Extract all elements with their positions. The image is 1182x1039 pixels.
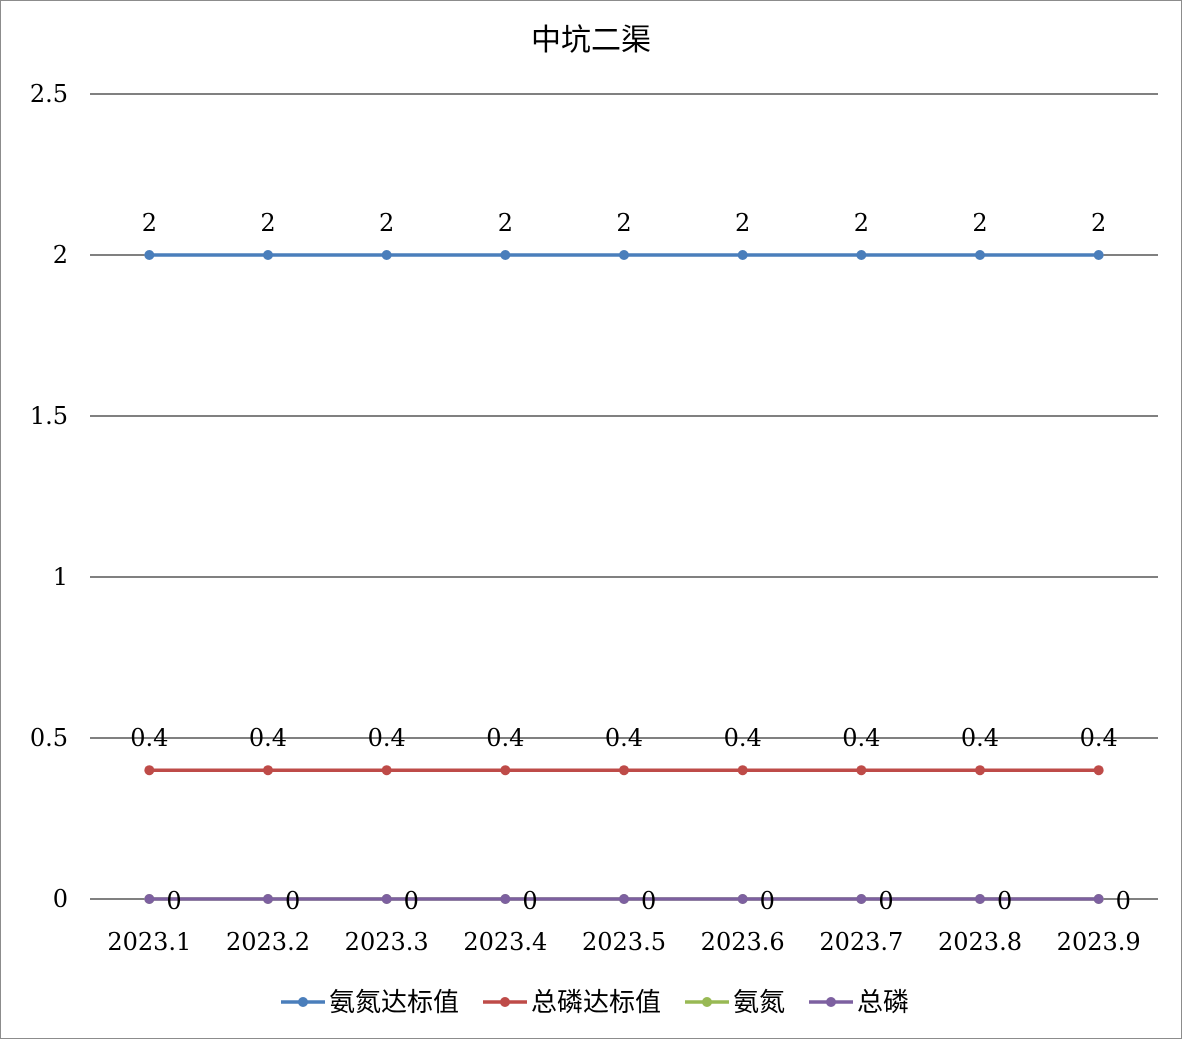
x-axis-ticks: 2023.1 2023.2 2023.3 2023.4 2023.5 2023.6 2023… (107, 928, 1140, 956)
data-point (975, 894, 985, 904)
x-tick-label: 2023.4 (463, 928, 547, 956)
data-label: 0 (1116, 887, 1131, 915)
chart-title: 中坑二渠 (531, 23, 651, 58)
data-label: 0 (878, 887, 893, 915)
y-tick-label: 0.5 (30, 724, 68, 752)
data-label: 2 (498, 209, 513, 237)
data-point (619, 250, 629, 260)
data-label: 2 (379, 209, 394, 237)
data-label: 2 (260, 209, 275, 237)
data-point (856, 894, 867, 904)
data-label: 2 (854, 209, 869, 237)
data-label: 0 (760, 887, 775, 915)
data-point (381, 250, 392, 260)
data-label: 2 (1091, 209, 1106, 237)
x-tick-label: 2023.5 (582, 928, 666, 956)
data-point (737, 250, 748, 260)
data-label: 2 (972, 209, 987, 237)
data-label: 0 (166, 887, 181, 915)
data-point (619, 894, 629, 904)
data-point (144, 765, 155, 776)
data-point (144, 894, 155, 904)
y-tick-label: 2.5 (30, 80, 68, 108)
data-point (500, 765, 511, 776)
data-point (856, 765, 867, 776)
x-tick-label: 2023.2 (226, 928, 310, 956)
legend-item-2: 氨氮 (685, 988, 785, 1018)
data-point (263, 894, 273, 904)
data-point (975, 765, 985, 776)
data-label: 2 (616, 209, 631, 237)
legend: 氨氮达标值 总磷达标值 氨氮 总磷 (281, 988, 909, 1018)
legend-label: 氨氮达标值 (329, 988, 459, 1018)
data-point (737, 894, 748, 904)
data-label: 0.4 (1080, 724, 1118, 752)
x-tick-label: 2023.1 (107, 928, 191, 956)
data-label: 0 (285, 887, 300, 915)
series-1 (144, 765, 1104, 776)
data-point (975, 250, 985, 260)
legend-label: 总磷达标值 (531, 988, 661, 1018)
data-label: 2 (142, 209, 157, 237)
data-label: 0.4 (605, 724, 643, 752)
data-label: 0 (404, 887, 419, 915)
data-label: 0.4 (249, 724, 287, 752)
legend-item-3: 总磷 (809, 988, 909, 1018)
y-tick-label: 1.5 (30, 402, 68, 430)
data-labels: 2 2 2 2 2 2 2 2 2 0.4 0.4 0.4 0.4 0.4 0.4 0.4 0.4 0.4 0 0 0 0… (130, 209, 1131, 915)
series-lines (144, 250, 1104, 904)
x-tick-label: 2023.7 (819, 928, 903, 956)
data-point (381, 765, 392, 776)
x-tick-label: 2023.3 (345, 928, 429, 956)
data-label: 0 (641, 887, 656, 915)
y-tick-label: 0 (53, 885, 68, 913)
data-point (263, 765, 273, 776)
legend-marker (298, 997, 308, 1007)
legend-marker (702, 997, 712, 1007)
data-point (1093, 765, 1104, 776)
data-point (1093, 894, 1104, 904)
x-tick-label: 2023.9 (1057, 928, 1141, 956)
legend-item-0: 氨氮达标值 (281, 988, 459, 1018)
data-label: 0.4 (486, 724, 524, 752)
data-label: 0.4 (368, 724, 406, 752)
x-tick-label: 2023.6 (701, 928, 785, 956)
series-0 (144, 250, 1104, 260)
y-axis-ticks: 0 0.5 1 1.5 2 2.5 (30, 80, 68, 913)
data-point (144, 250, 155, 260)
legend-item-1: 总磷达标值 (483, 988, 661, 1018)
legend-label: 氨氮 (733, 988, 785, 1018)
y-tick-label: 2 (53, 241, 68, 269)
data-label: 0.4 (724, 724, 762, 752)
legend-label: 总磷 (857, 988, 909, 1018)
data-point (500, 250, 511, 260)
data-point (619, 765, 629, 776)
data-point (737, 765, 748, 776)
y-tick-label: 1 (53, 563, 68, 591)
data-label: 0 (522, 887, 537, 915)
data-point (500, 894, 511, 904)
x-tick-label: 2023.8 (938, 928, 1022, 956)
data-label: 2 (735, 209, 750, 237)
data-point (1093, 250, 1104, 260)
legend-marker (826, 997, 836, 1007)
series-3 (144, 894, 1104, 904)
data-label: 0 (997, 887, 1012, 915)
legend-marker (500, 997, 510, 1007)
data-point (381, 894, 392, 904)
data-point (263, 250, 273, 260)
data-point (856, 250, 867, 260)
data-label: 0.4 (842, 724, 880, 752)
data-label: 0.4 (130, 724, 168, 752)
data-label: 0.4 (961, 724, 999, 752)
